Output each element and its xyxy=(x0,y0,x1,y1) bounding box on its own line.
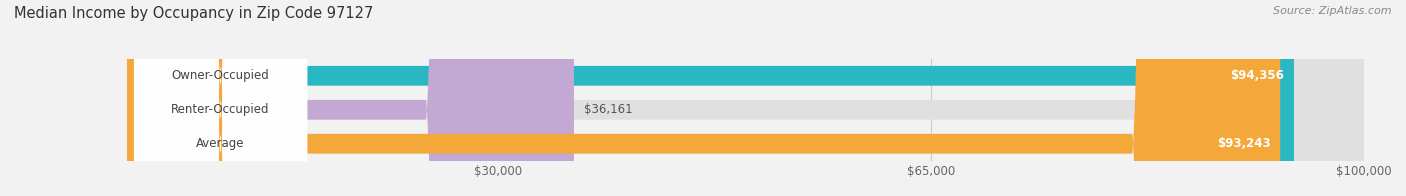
Text: Median Income by Occupancy in Zip Code 97127: Median Income by Occupancy in Zip Code 9… xyxy=(14,6,374,21)
Text: Source: ZipAtlas.com: Source: ZipAtlas.com xyxy=(1274,6,1392,16)
FancyBboxPatch shape xyxy=(134,0,307,196)
FancyBboxPatch shape xyxy=(127,0,1364,196)
FancyBboxPatch shape xyxy=(127,0,1281,196)
Text: Owner-Occupied: Owner-Occupied xyxy=(172,69,270,82)
FancyBboxPatch shape xyxy=(127,0,574,196)
Text: Renter-Occupied: Renter-Occupied xyxy=(172,103,270,116)
FancyBboxPatch shape xyxy=(134,0,307,196)
FancyBboxPatch shape xyxy=(127,0,1364,196)
Text: Average: Average xyxy=(197,137,245,150)
FancyBboxPatch shape xyxy=(134,0,307,196)
FancyBboxPatch shape xyxy=(127,0,1364,196)
Text: $93,243: $93,243 xyxy=(1216,137,1270,150)
FancyBboxPatch shape xyxy=(127,0,1294,196)
Text: $94,356: $94,356 xyxy=(1230,69,1284,82)
Text: $36,161: $36,161 xyxy=(583,103,633,116)
